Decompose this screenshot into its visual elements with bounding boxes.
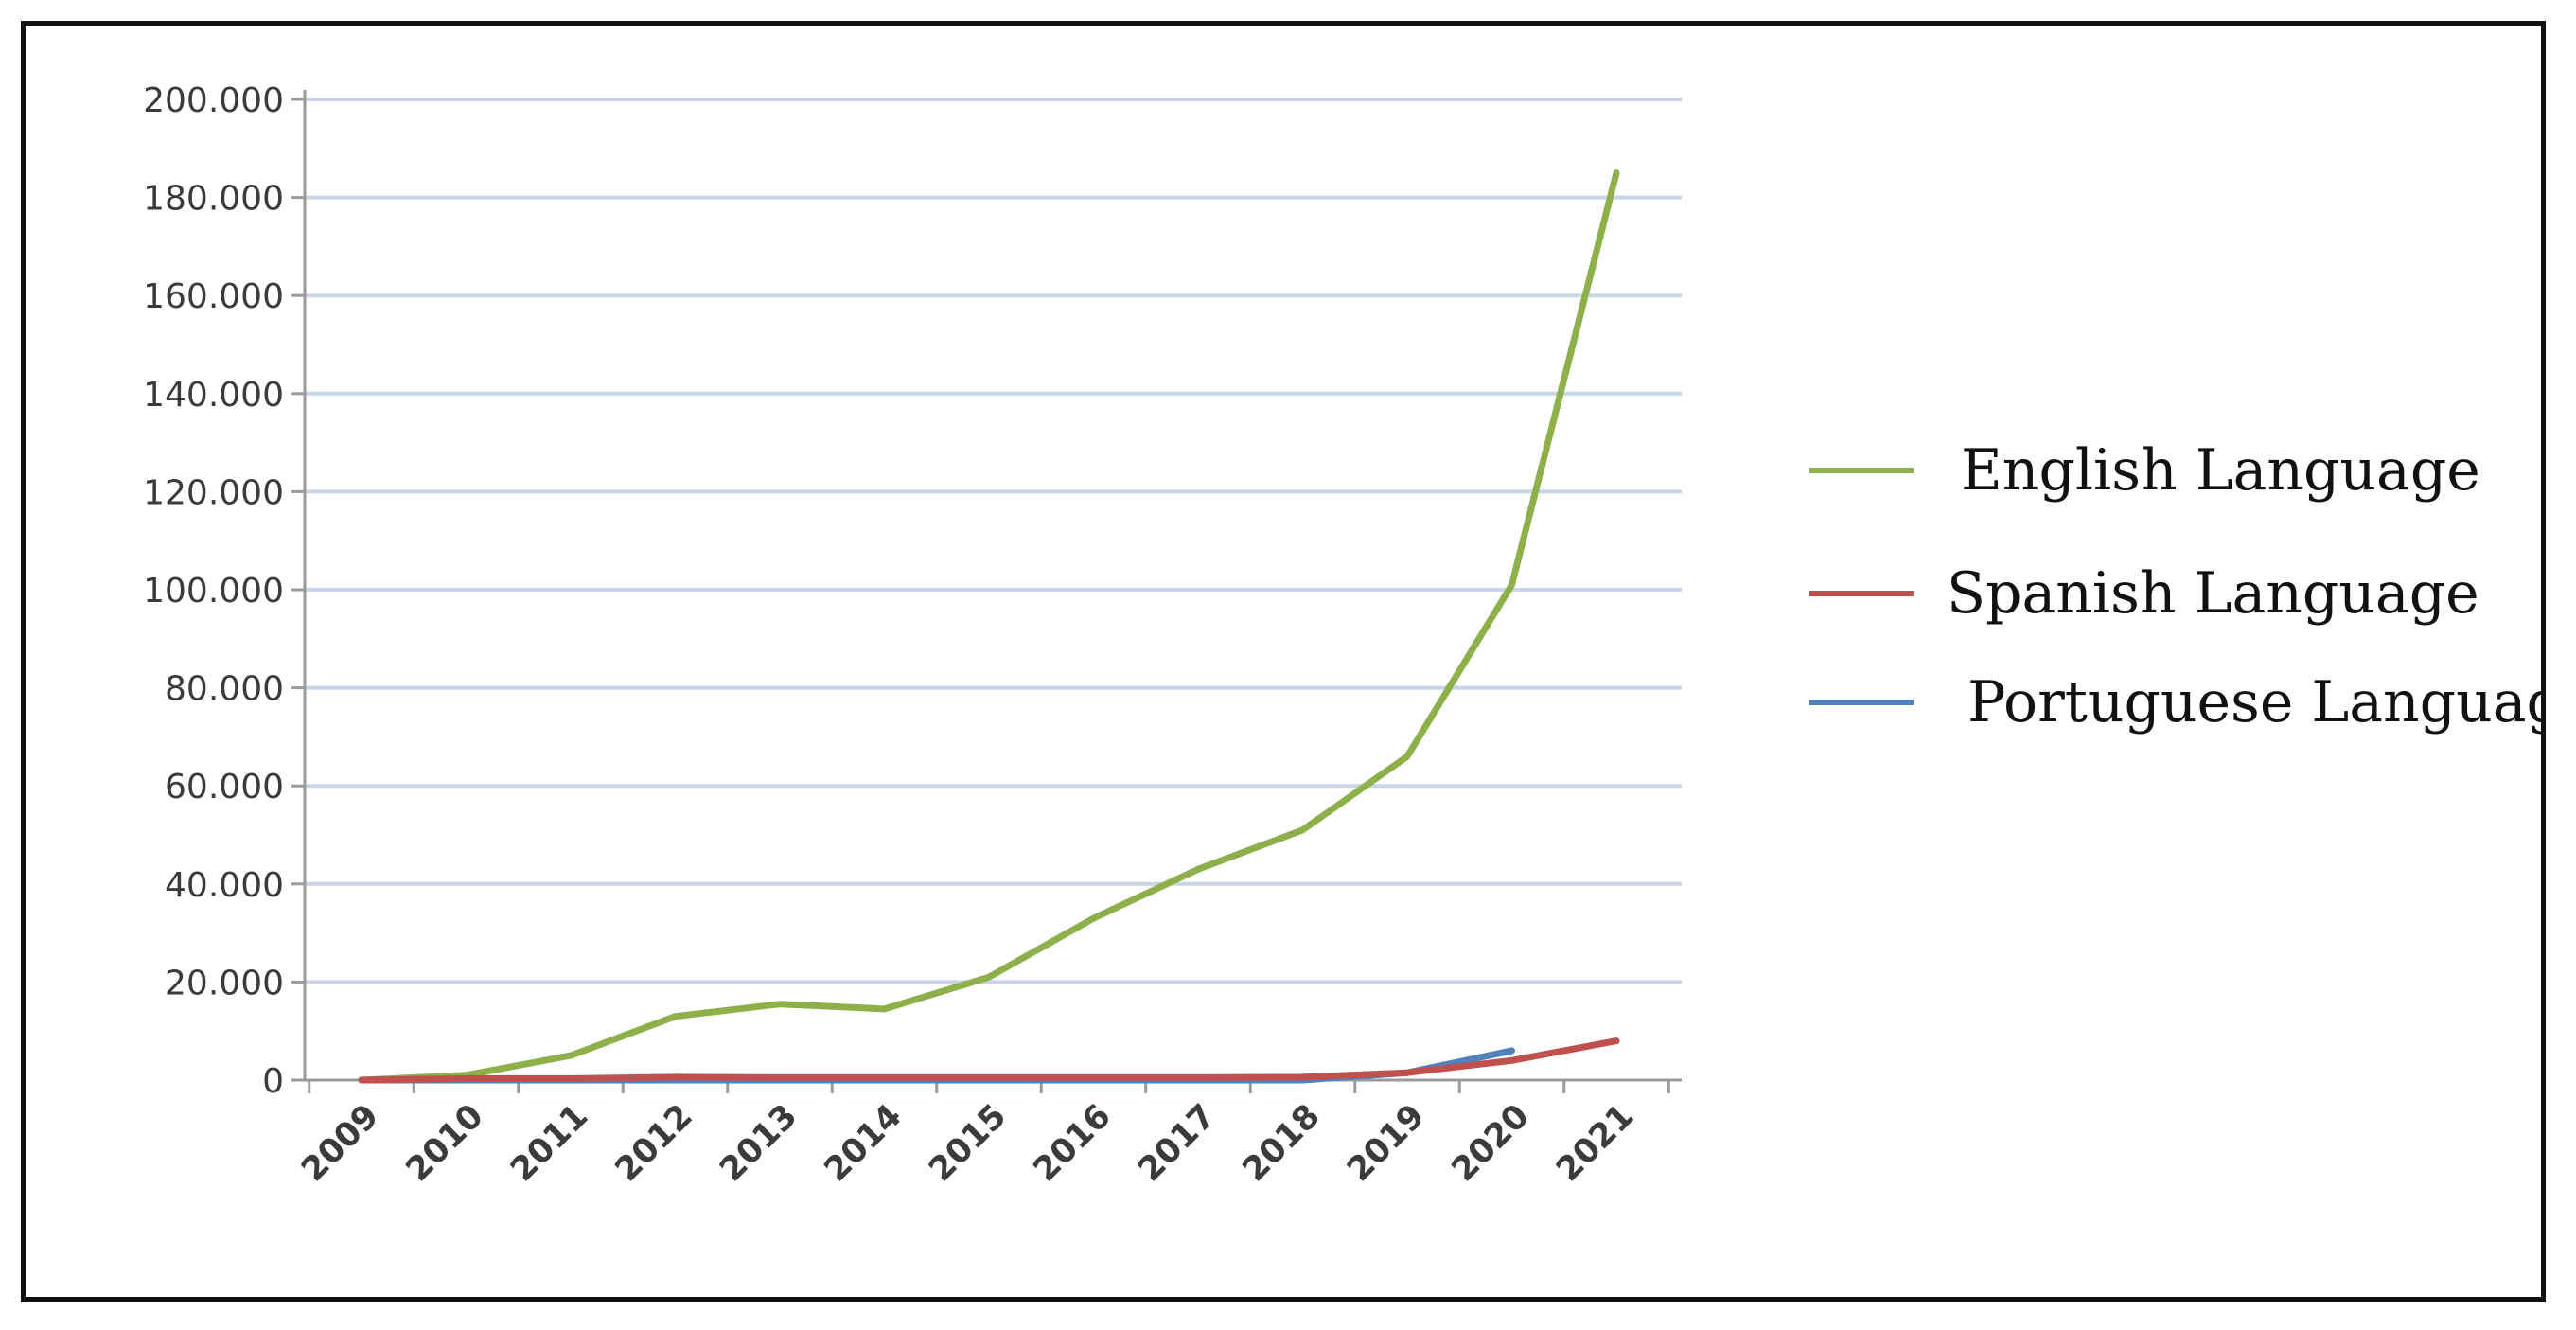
series-line-spanish-language [358,1037,1620,1084]
y-tick-label: 120.000 [143,473,284,512]
y-tick-label: 100.000 [143,572,284,611]
y-tick-label: 60.000 [165,768,284,807]
y-tick-label: 80.000 [165,670,284,709]
y-tick-label: 160.000 [143,277,284,316]
y-tick-label: 200.000 [143,81,284,120]
x-tick-label: 2009 [294,1097,386,1189]
gridlines [305,98,1682,984]
y-axis-tick-labels: 0 20.000 40.000 60.000 80.000 100.000 120.000 1… [143,81,284,1101]
x-tick-label: 2018 [1236,1097,1328,1189]
y-tick-label: 140.000 [143,376,284,415]
y-tick-label: 0 [262,1062,284,1101]
y-tick-label: 40.000 [165,866,284,905]
legend: English Language Spanish Language Portugue… [1809,437,2541,736]
legend-label: Portuguese Language [1967,669,2541,736]
x-tick-label: 2014 [818,1097,909,1189]
series-lines [358,169,1620,1084]
x-tick-label: 2013 [713,1097,804,1189]
x-tick-label: 2012 [609,1097,700,1189]
x-tick-label: 2010 [399,1097,491,1189]
chart-frame: 0 20.000 40.000 60.000 80.000 100.000 120.000 1… [21,21,2546,1302]
x-tick-label: 2016 [1027,1097,1119,1189]
x-tick-label: 2015 [922,1097,1014,1189]
x-tick-label: 2011 [503,1097,595,1189]
legend-label: English Language [1961,437,2480,504]
legend-label: Spanish Language [1947,560,2479,627]
y-tick-label: 180.000 [143,180,284,219]
x-tick-label: 2017 [1131,1097,1223,1189]
y-tick-label: 20.000 [165,964,284,1002]
line-chart: 0 20.000 40.000 60.000 80.000 100.000 120.000 1… [143,81,2541,1189]
x-tick-label: 2021 [1549,1097,1641,1189]
x-tick-label: 2019 [1340,1097,1432,1189]
x-tick-label: 2020 [1445,1097,1537,1189]
series-line-english-language [358,169,1620,1084]
x-axis-tick-labels: 2009 2010 2011 2012 2013 2014 2015 2016 2017 2018… [294,1097,1641,1189]
